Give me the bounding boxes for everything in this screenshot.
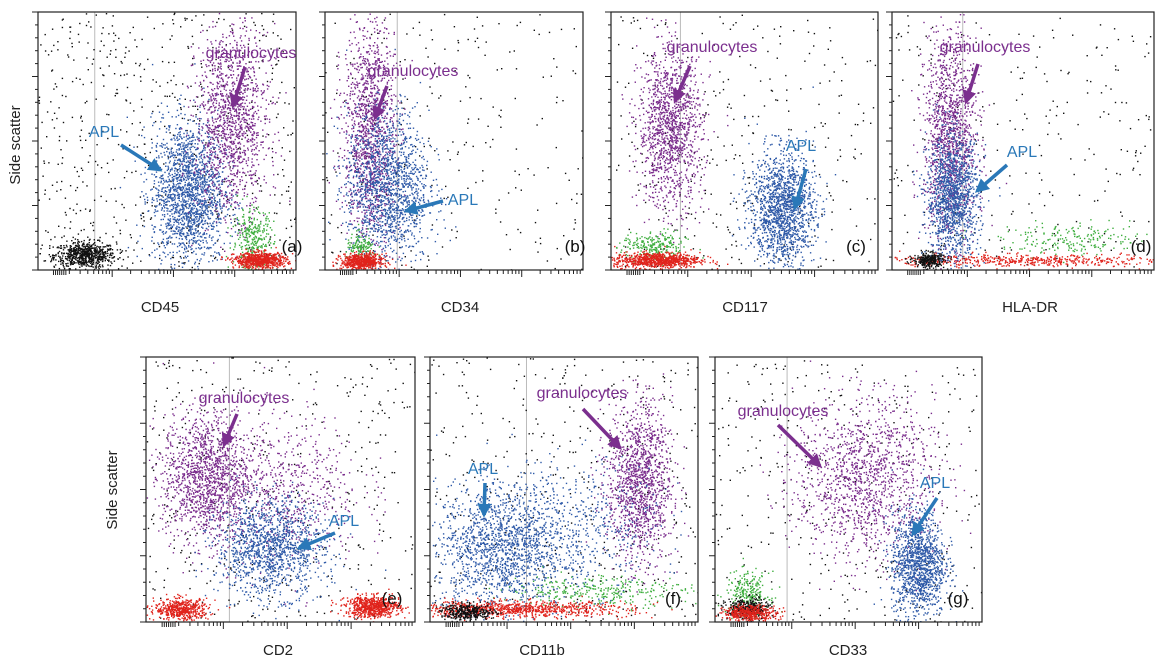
granulocytes-arrow-b [372,85,389,121]
scatter-plot-e [140,356,416,629]
population-d-green-3 [962,219,1148,264]
y-ticks-f [424,356,430,623]
population-c-apl-2 [731,86,837,270]
apl-arrow-e [296,531,336,551]
y-ticks-e [140,356,146,623]
panel-letter-f: (f) [665,589,681,608]
population-f-apl-3 [466,439,683,618]
x-ticks-c [626,270,876,277]
panel-letter-b: (b) [565,237,586,256]
apl-label-e: APL [329,513,359,530]
panel-letter-a: (a) [282,237,303,256]
granulocytes-label-d: granulocytes [940,39,1031,56]
y-ticks-b [319,11,325,271]
panel-f: CD11b (f) granulocytes APL [424,356,699,659]
dot-layer-b [325,12,583,270]
population-a-granulocytes-3 [181,12,291,263]
population-f-granulocytes-1 [585,373,690,593]
population-e-granulocytes-2 [161,366,386,607]
granulocytes-label-b: granulocytes [368,63,459,80]
apl-label-c: APL [786,138,816,155]
population-e-red-5 [330,588,410,622]
x-ticks-e [161,622,413,629]
panel-c: CD117 (c) granulocytes APL [605,11,879,316]
granulocytes-arrow-e [221,413,239,448]
population-b-apl-2 [326,48,457,270]
scatter-plot-b [319,11,584,277]
x-axis-label-f: CD11b [519,642,565,659]
dot-layer-g [715,357,982,622]
panel-a: CD45 (a) granulocytes APL [32,11,303,316]
granulocytes-label-f: granulocytes [537,385,628,402]
panel-b: CD34 (b) granulocytes APL [319,11,586,316]
y-axis-label-top: Side scatter [7,105,24,184]
dot-layer-f [430,357,698,622]
population-c-black-0 [616,14,878,270]
panel-letter-d: (d) [1131,237,1152,256]
population-g-apl-2 [872,468,964,622]
granulocytes-label-c: granulocytes [667,39,758,56]
granulocytes-arrow-a [229,66,247,109]
granulocytes-label-e: granulocytes [199,390,290,407]
x-ticks-a [52,270,294,277]
x-ticks-g [730,622,980,629]
dot-layer-c [611,12,878,270]
x-ticks-d [907,270,1152,277]
granulocytes-arrow-c [672,65,692,104]
population-a-red-5 [220,246,296,270]
granulocytes-label-a: granulocytes [206,45,297,62]
y-axis-label-bottom: Side scatter [104,450,121,529]
granulocytes-arrow-g [776,423,823,468]
population-f-black-6 [435,601,502,622]
population-a-apl-2 [119,63,249,270]
population-c-red-4 [611,245,729,270]
x-axis-label-c: CD117 [722,299,768,316]
population-f-green-4 [488,566,697,615]
x-axis-label-a: CD45 [141,299,179,316]
population-e-granulocytes-1 [146,362,278,574]
panel-letter-c: (c) [846,237,866,256]
panel-g: CD33 (g) granulocytes APL [709,356,983,659]
apl-arrow-g [911,497,939,537]
apl-label-d: APL [1007,144,1037,161]
granulocytes-arrow-f [581,407,622,451]
apl-label-a: APL [89,124,119,141]
population-g-red-5 [715,602,786,622]
population-e-red-4 [146,593,231,622]
granulocytes-label-g: granulocytes [738,403,829,420]
apl-arrow-b [403,199,444,215]
y-ticks-a [32,11,38,271]
panel-d: HLA-DR (d) granulocytes APL [886,11,1155,316]
x-ticks-f [445,622,696,629]
population-b-red-4 [332,250,407,270]
apl-label-g: APL [920,475,950,492]
dot-layer-e [146,357,415,622]
apl-arrow-f [477,482,492,518]
apl-arrow-d [974,163,1009,193]
population-e-apl-3 [194,475,387,622]
apl-arrow-a [120,143,163,172]
population-g-granulocytes-1 [759,360,972,592]
y-ticks-c [605,11,611,271]
x-axis-label-d: HLA-DR [1002,299,1058,316]
y-ticks-g [709,356,715,623]
granulocytes-arrow-d [962,63,980,105]
panel-letter-g: (g) [948,589,969,608]
panel-letter-e: (e) [382,589,403,608]
x-ticks-b [339,270,581,277]
apl-arrow-c [791,168,808,211]
scatter-plot-g [709,356,983,629]
population-a-black-0 [39,233,135,270]
apl-label-f: APL [468,461,498,478]
scatter-plot-c [605,11,879,277]
panel-e: CD2 (e) granulocytes APL [140,356,416,659]
scatter-plot-f [424,356,699,629]
population-d-black-5 [904,243,952,270]
y-ticks-d [886,11,892,271]
x-axis-label-e: CD2 [263,642,293,659]
x-axis-label-b: CD34 [441,299,479,316]
apl-label-b: APL [448,192,478,209]
x-axis-label-g: CD33 [829,642,867,659]
